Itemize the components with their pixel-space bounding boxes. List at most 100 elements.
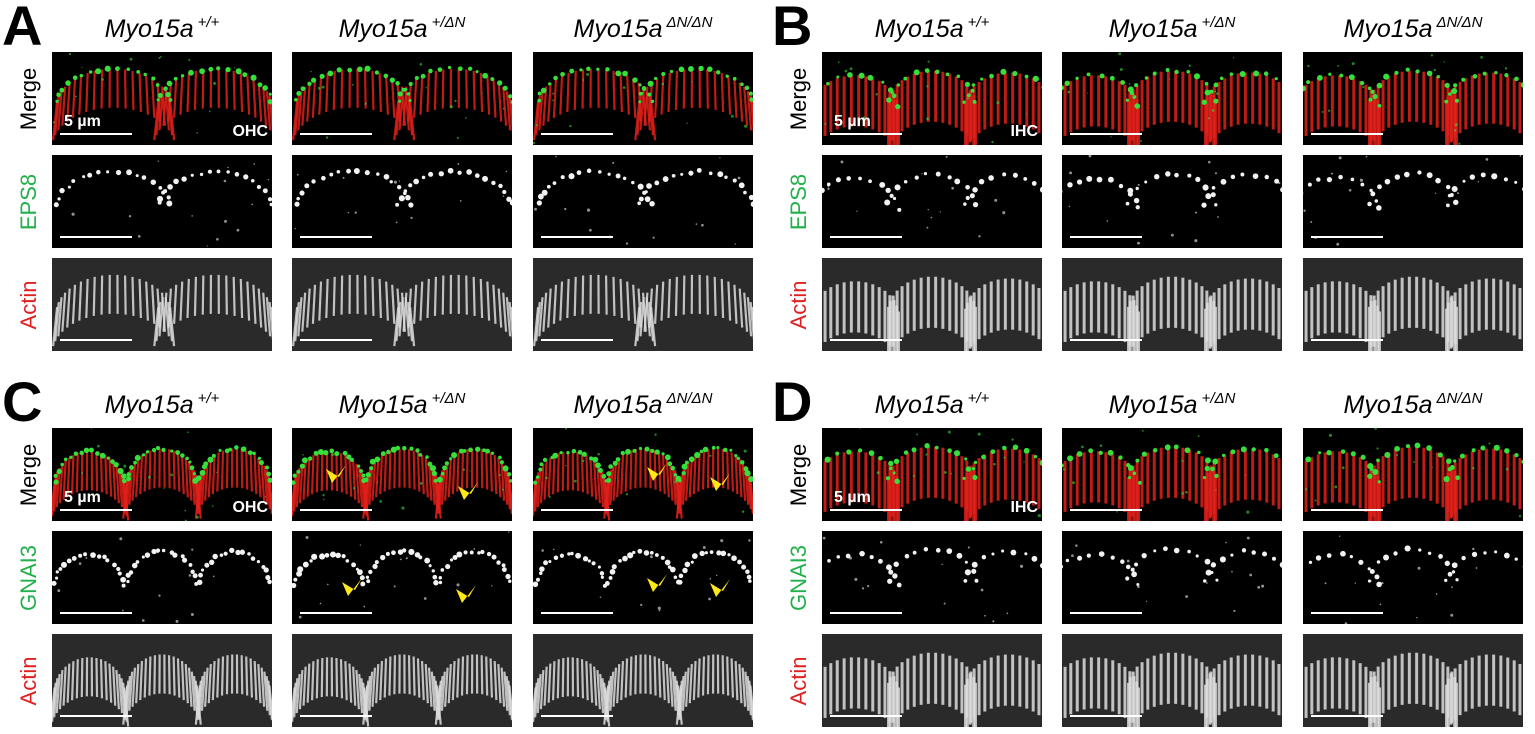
micrograph-image [1062,258,1282,351]
genotype: +/ΔN [431,14,466,31]
scale-bar [300,339,372,341]
gene-name: Myo15a [573,15,663,43]
genotype: +/ΔN [1201,390,1236,407]
scale-bar [1070,612,1142,614]
micrograph-image [1303,155,1523,248]
gene-name: Myo15a [1343,15,1433,43]
arrowhead-icon [456,585,476,603]
row-label-text: Actin [16,656,41,705]
scale-bar [541,715,613,717]
row-label-text: GNAI3 [786,544,811,611]
micrograph-image [533,531,753,624]
panel-letter: A [2,0,43,57]
column-header: Myo15a ΔN/ΔN [533,388,753,422]
scale-bar [1070,509,1142,511]
arrowhead-icon [458,482,478,500]
panel-letter: B [772,0,813,57]
micrograph-image [822,531,1042,624]
row-label-text: Merge [16,443,41,506]
genotype: ΔN/ΔN [1436,390,1483,407]
gene-name: Myo15a [874,15,964,43]
arrowhead-icon [647,574,667,592]
scale-bar [830,133,902,135]
scale-bar [541,236,613,238]
scale-label: 5 µm [64,489,101,506]
scale-bar [300,133,372,135]
micrograph-image [533,155,753,248]
scale-bar [541,133,613,135]
gene-name: Myo15a [1108,391,1198,419]
scale-bar [1070,339,1142,341]
micrograph-image: 5 µm OHC [52,428,272,521]
micrograph-image: 5 µm OHC [52,52,272,145]
micrograph-image [1303,634,1523,727]
micrograph-image [1062,428,1282,521]
scale-label: 5 µm [834,489,871,506]
micrograph-image [52,258,272,351]
micrograph-image [1303,52,1523,145]
scale-bar [1311,339,1383,341]
cell-type-label: OHC [232,123,268,140]
gene-name: Myo15a [338,391,428,419]
micrograph-image [822,634,1042,727]
gene-name: Myo15a [338,15,428,43]
row-label-text: Merge [786,67,811,130]
micrograph-image [533,258,753,351]
genotype: ΔN/ΔN [666,14,713,31]
arrowhead-icon [326,465,346,483]
panel-letter: D [772,370,813,433]
genotype: +/ΔN [431,390,466,407]
gene-name: Myo15a [104,391,194,419]
arrowhead-icon [342,578,362,596]
column-header: Myo15a +/ΔN [292,12,512,46]
genotype: +/+ [967,14,990,31]
scale-bar [830,715,902,717]
scale-bar [300,236,372,238]
micrograph-image [52,634,272,727]
row-label-text: Actin [16,280,41,329]
gene-name: Myo15a [874,391,964,419]
scale-bar [300,612,372,614]
genotype: +/+ [197,14,220,31]
genotype: +/+ [967,390,990,407]
gene-name: Myo15a [104,15,194,43]
scale-bar [60,339,132,341]
scale-bar [830,339,902,341]
column-header: Myo15a +/ΔN [1062,388,1282,422]
micrograph-image: 5 µm IHC [822,428,1042,521]
micrograph-image [1303,428,1523,521]
scale-bar [830,612,902,614]
scale-bar [1311,509,1383,511]
micrograph-image [52,155,272,248]
genotype: +/+ [197,390,220,407]
micrograph-image [292,531,512,624]
scale-bar [60,509,132,511]
micrograph-image [533,428,753,521]
scale-bar [1070,715,1142,717]
micrograph-image [292,155,512,248]
micrograph-image [822,155,1042,248]
cell-type-label: IHC [1010,123,1038,140]
scale-bar [60,236,132,238]
micrograph-image [1062,531,1282,624]
scale-bar [1311,236,1383,238]
panel-letter: C [2,370,43,433]
micrograph-image [52,531,272,624]
micrograph-image [1062,634,1282,727]
micrograph-image: 5 µm IHC [822,52,1042,145]
scale-bar [300,715,372,717]
scale-label: 5 µm [834,113,871,130]
scale-bar [830,236,902,238]
scale-bar [1070,133,1142,135]
column-header: Myo15a +/+ [52,12,272,46]
micrograph-image [533,634,753,727]
micrograph-image [292,428,512,521]
column-header: Myo15a ΔN/ΔN [1303,12,1523,46]
cell-type-label: OHC [232,499,268,516]
row-label-text: GNAI3 [16,544,41,611]
scale-bar [60,133,132,135]
row-label-text: Merge [786,443,811,506]
scale-bar [541,339,613,341]
micrograph-image [292,634,512,727]
column-header: Myo15a +/ΔN [292,388,512,422]
